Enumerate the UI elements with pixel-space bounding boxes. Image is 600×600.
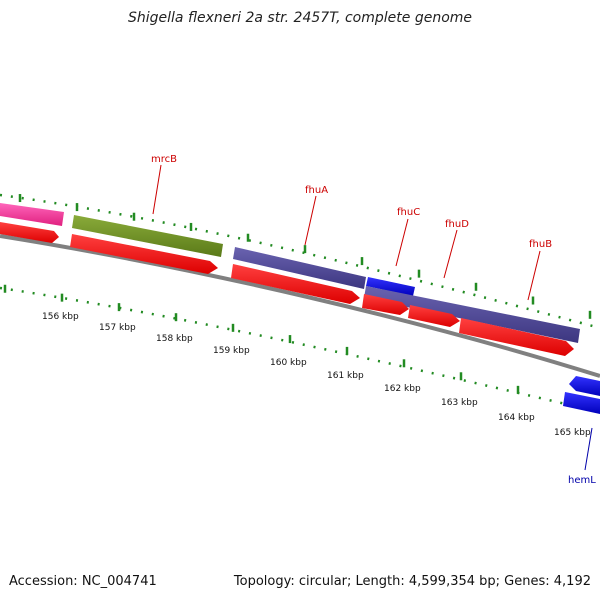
outer-major-ticks: [18, 194, 592, 319]
scale-label: 164 kbp: [498, 413, 535, 423]
gene-label-mrcB: mrcB: [151, 154, 177, 165]
feature-fhuC[interactable]: [366, 277, 415, 296]
feature-red-4[interactable]: [362, 294, 409, 315]
fhuC-leader: [395, 218, 409, 267]
scale-label: 162 kbp: [384, 384, 421, 394]
gene-label-fhuD: fhuD: [445, 219, 469, 230]
fhuA-leader: [304, 195, 317, 246]
gene-label-fhuC: fhuC: [397, 207, 420, 218]
ruler-major-ticks: [3, 284, 577, 409]
scale-label: 161 kbp: [327, 371, 364, 381]
scale-label: 160 kbp: [270, 358, 307, 368]
feature-pink[interactable]: [0, 203, 64, 226]
feature-red-2[interactable]: [70, 234, 218, 274]
fhuD-leader: [443, 229, 458, 279]
genome-summary-text: Topology: circular; Length: 4,599,354 bp…: [233, 574, 591, 589]
map-title: Shigella flexneri 2a str. 2457T, complet…: [127, 10, 473, 26]
gene-label-fhuB: fhuB: [529, 239, 552, 250]
scale-label: 158 kbp: [156, 334, 193, 344]
scale-label: 156 kbp: [42, 312, 79, 322]
fhuB-leader: [527, 250, 541, 301]
feature-fhuA[interactable]: [233, 247, 366, 289]
gene-label-hemL: hemL: [568, 475, 596, 486]
scale-label: 159 kbp: [213, 346, 250, 356]
scale-label: 163 kbp: [441, 398, 478, 408]
accession-text: Accession: NC_004741: [9, 574, 157, 589]
hemL-leader: [584, 427, 593, 471]
feature-hemL[interactable]: [563, 392, 600, 414]
scale-label: 165 kbp: [554, 428, 591, 438]
feature-mrcB[interactable]: [72, 215, 223, 257]
feature-fhuD-fhuB-block[interactable]: [364, 286, 580, 343]
feature-red-1[interactable]: [0, 222, 59, 243]
scale-label: 157 kbp: [99, 323, 136, 333]
feature-red-6[interactable]: [459, 318, 574, 356]
genome-backbone: [0, 234, 600, 378]
feature-red-5[interactable]: [408, 305, 460, 327]
feature-red-3[interactable]: [231, 264, 360, 304]
outer-tick-track: [0, 193, 600, 330]
feature-blue-right-1[interactable]: [569, 376, 600, 396]
mrcB-leader: [152, 164, 162, 215]
gene-label-fhuA: fhuA: [305, 185, 328, 196]
